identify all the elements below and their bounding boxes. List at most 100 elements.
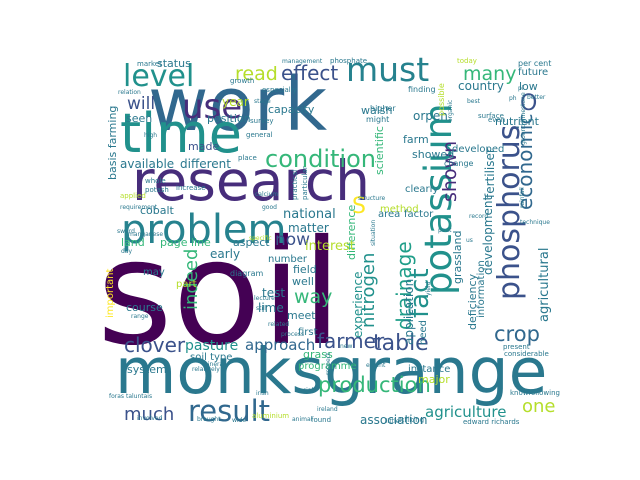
cloud-word-test: test	[262, 286, 285, 300]
cloud-word-wide: wide	[232, 417, 246, 424]
cloud-word-brought: brought	[197, 416, 221, 423]
cloud-word-diagram: diagram	[230, 269, 263, 278]
cloud-word-good: good	[262, 204, 277, 211]
cloud-word-surface: surface	[478, 112, 504, 120]
cloud-word-application: application	[402, 279, 416, 345]
cloud-word-may: may	[143, 267, 165, 278]
cloud-word-crop: crop	[494, 322, 540, 346]
cloud-word-irish: irish	[256, 390, 269, 397]
cloud-word-lecture: lecture	[254, 295, 275, 302]
cloud-word-nitrogen: nitrogen	[358, 253, 379, 328]
cloud-word-available: available	[120, 157, 174, 171]
cloud-word-developed: developed	[452, 144, 504, 155]
cloud-word-country: country	[458, 79, 504, 93]
cloud-word-general: general	[246, 131, 273, 139]
cloud-word-way: way	[294, 286, 332, 308]
cloud-word-animal: animal	[292, 416, 313, 423]
cloud-word-relatively: relatively	[192, 366, 220, 373]
cloud-word-result: result	[188, 394, 270, 428]
cloud-word-grass: grass	[303, 348, 333, 361]
cloud-word-phosphate: phosphate	[330, 57, 367, 65]
cloud-word-many: many	[463, 63, 516, 85]
cloud-word-whole: whole	[145, 177, 166, 185]
cloud-word-information: information	[476, 260, 487, 318]
cloud-word-sward: sward	[117, 228, 135, 235]
cloud-word-major: major	[418, 373, 450, 386]
cloud-word-now: now	[275, 230, 310, 250]
cloud-word-s: S	[352, 194, 366, 219]
cloud-word-research: research	[132, 149, 370, 213]
cloud-word-work: work	[148, 62, 327, 148]
cloud-word-finding: finding	[408, 85, 436, 94]
cloud-word-page-line: page line	[160, 236, 211, 249]
cloud-word-instance: instance	[408, 364, 450, 375]
cloud-word-management: management	[282, 58, 323, 65]
cloud-word-present: present	[503, 343, 530, 351]
cloud-word-made: made	[188, 140, 219, 153]
cloud-word-change: change	[444, 159, 474, 168]
cloud-word-best: best	[467, 98, 481, 105]
cloud-word-first: first	[298, 327, 318, 338]
cloud-word-walsh: walsh	[361, 104, 393, 117]
cloud-word-requirement: requirement	[120, 204, 158, 211]
cloud-word-programme: programme	[298, 361, 357, 372]
cloud-word-relation: relation	[118, 89, 141, 96]
cloud-word-course: course	[126, 301, 163, 314]
cloud-word-particular: particular	[301, 166, 309, 200]
cloud-word-lime: lime	[258, 301, 284, 315]
cloud-word-status: status	[157, 57, 191, 70]
cloud-word-record: record	[469, 213, 488, 220]
cloud-word-foras-taluntais: foras taluntais	[109, 393, 152, 400]
cloud-word-deficiency: deficiency	[466, 273, 479, 330]
cloud-word-ground-limestone: ground limestone	[520, 92, 527, 145]
cloud-word-today: today	[457, 57, 477, 65]
cloud-word-calcium: calcium	[255, 191, 278, 198]
cloud-word-table: table	[373, 331, 429, 356]
cloud-word-respect: respect	[325, 352, 332, 375]
cloud-word-seen: seen	[126, 112, 152, 125]
cloud-word-one: one	[522, 396, 556, 417]
cloud-word-increase: increase	[176, 184, 206, 192]
cloud-word-knowfollowing: knowfollowing	[510, 389, 560, 397]
cloud-word-will: will	[127, 94, 155, 114]
cloud-word-economic: economic	[513, 114, 537, 210]
cloud-word-considerable: considerable	[504, 350, 549, 358]
cloud-word-aspect: aspect	[233, 236, 270, 249]
cloud-word-land: land	[121, 236, 145, 249]
cloud-word-system: system	[127, 363, 167, 376]
cloud-word-agriculture: agriculture	[425, 403, 506, 421]
cloud-word-place: place	[238, 154, 257, 162]
cloud-word-agricultural: agricultural	[537, 248, 552, 322]
cloud-word-might: might	[366, 115, 389, 124]
cloud-word-time: time	[120, 102, 242, 165]
cloud-word-area: area	[378, 209, 400, 220]
cloud-word-nutrient: nutrient	[495, 115, 540, 128]
cloud-word-potash: potash	[145, 186, 169, 194]
cloud-word-drainage: drainage	[392, 241, 416, 330]
cloud-word-situation: situation	[370, 220, 377, 246]
cloud-word-even: even	[488, 116, 505, 124]
cloud-word-low: low	[519, 80, 538, 93]
cloud-word-day: day	[121, 248, 132, 255]
cloud-word-high: high	[144, 132, 157, 139]
cloud-word-social: social	[296, 387, 313, 394]
cloud-word-important: important	[105, 269, 116, 318]
cloud-word-rainfall: rainfall	[519, 187, 526, 208]
cloud-word-association: association	[360, 413, 427, 427]
cloud-word-showed: showed	[412, 148, 454, 161]
cloud-word-peat: peat	[438, 227, 452, 234]
cloud-word-better: better	[527, 94, 546, 101]
cloud-word-production: production	[318, 373, 431, 397]
cloud-word-stage: stage	[254, 98, 271, 105]
cloud-word-aluminium: aluminium	[252, 412, 289, 420]
cloud-word-practical: practical	[291, 170, 299, 200]
cloud-word-need: need	[418, 320, 429, 345]
cloud-word-must: must	[346, 50, 429, 89]
cloud-word-effect: effect	[281, 61, 338, 85]
cloud-word-indeed: indeed	[181, 249, 202, 310]
cloud-word-soil: soil	[97, 209, 342, 378]
cloud-word-development: development	[481, 196, 495, 275]
cloud-word-position: position	[207, 112, 251, 125]
cloud-word-clearly: clearly	[405, 184, 438, 195]
cloud-word-fertiliser: fertiliser	[483, 148, 497, 198]
